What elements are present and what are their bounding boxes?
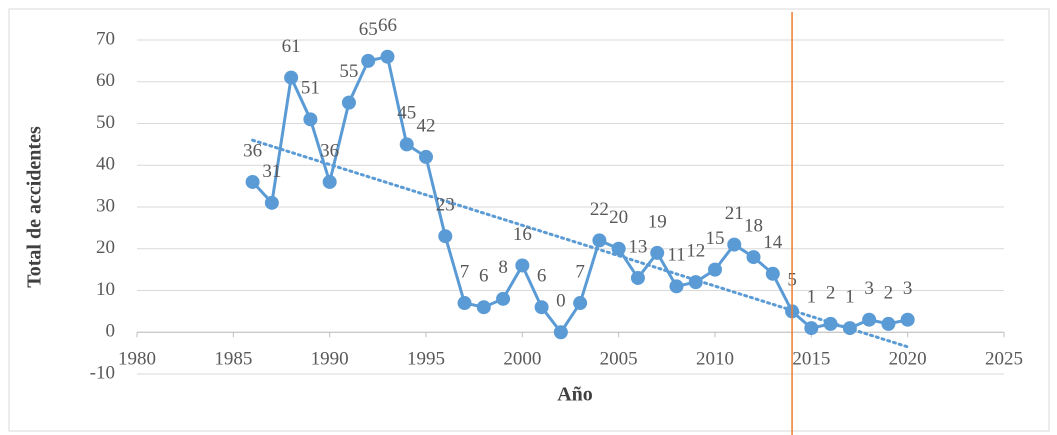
data-point [361,53,376,68]
y-tick-label: 0 [106,321,116,342]
data-label: 23 [436,195,455,216]
chart-frame [8,8,1050,432]
data-label: 6 [537,266,547,287]
data-label: 1 [807,286,817,307]
data-point [881,316,896,331]
data-point [862,312,877,327]
data-label: 3 [903,278,913,299]
data-point [438,229,453,244]
data-label: 36 [243,140,262,161]
y-tick-label: 20 [96,237,115,258]
data-point [476,300,491,315]
data-label: 18 [744,215,763,236]
data-label: 3 [864,278,874,299]
data-label: 2 [826,282,836,303]
data-label: 7 [575,261,585,282]
x-tick-label: 2025 [985,349,1023,370]
y-tick-label: 30 [96,195,115,216]
x-tick-label: 2005 [600,349,638,370]
data-point [804,321,819,336]
x-tick-label: 2020 [889,349,927,370]
data-label: 61 [282,36,301,57]
data-label: 55 [339,61,358,82]
data-label: 11 [667,245,685,266]
data-label: 51 [301,78,320,99]
data-point [380,49,395,64]
y-tick-label: 50 [96,112,115,133]
y-tick-label: 10 [96,279,115,300]
x-tick-label: 1985 [214,349,252,370]
data-point [708,262,722,277]
x-tick-label: 2015 [792,349,830,370]
data-point [573,296,588,311]
data-point [823,316,838,331]
data-label: 8 [498,257,508,278]
data-label: 2 [884,282,894,303]
x-tick-label: 2010 [696,349,734,370]
data-point [496,291,511,306]
data-label: 7 [460,261,470,282]
data-label: 22 [590,199,609,220]
x-tick-label: 1995 [407,349,445,370]
data-label: 65 [359,19,378,40]
data-label: 16 [513,224,532,245]
data-point [900,312,915,327]
x-tick-label: 2000 [503,349,541,370]
data-label: 12 [686,241,705,262]
data-label: 21 [725,203,744,224]
data-point [746,250,761,265]
data-label: 31 [262,161,281,182]
data-point [669,279,684,294]
data-point [592,233,607,248]
data-label: 66 [378,15,397,36]
data-point [399,137,414,152]
data-label: 36 [320,140,339,161]
data-point [727,237,742,252]
data-point [553,325,568,340]
data-label: 13 [628,236,647,257]
x-axis-title: Año [557,384,593,406]
data-point [457,296,472,311]
data-point [534,300,549,315]
x-tick-label: 1990 [311,349,349,370]
data-point [303,112,318,127]
data-point [842,321,857,336]
data-label: 19 [648,211,667,232]
data-label: 0 [556,291,566,312]
data-label: 6 [479,266,489,287]
y-tick-label: 60 [96,70,115,91]
data-point [765,266,780,281]
data-point [419,149,433,164]
data-point [322,174,337,189]
y-axis-title: Total de accidentes [24,126,46,288]
data-point [264,195,279,210]
data-point [341,95,356,110]
y-tick-label: -10 [90,362,115,383]
data-label: 14 [763,232,783,253]
x-tick-label: 1980 [118,349,156,370]
y-tick-label: 40 [96,154,115,175]
data-point [650,245,665,260]
data-label: 15 [706,228,725,249]
data-point [245,174,260,189]
data-point [630,270,645,285]
data-point [611,241,626,256]
data-point [284,70,299,85]
y-tick-label: 70 [96,28,115,49]
data-label: 20 [609,207,628,228]
data-point [515,258,530,273]
data-point [688,275,703,290]
data-label: 45 [397,103,416,124]
data-label: 42 [417,115,436,136]
data-label: 1 [845,286,855,307]
